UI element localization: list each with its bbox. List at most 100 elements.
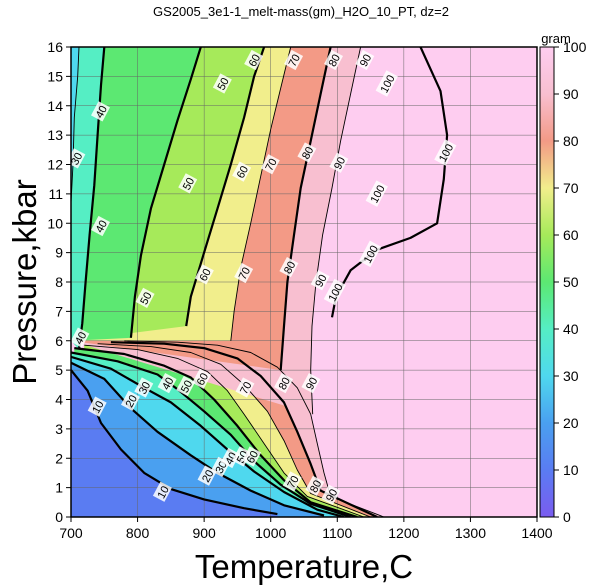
contour-lines [71,47,449,517]
colorbar-tick-label-70: 70 [563,180,579,196]
colorbar-tick-label-30: 30 [563,368,579,384]
contour-label-70-13-2: 70 [284,49,303,71]
contour-label-20-1-0: 20 [120,390,140,411]
x-tick-label-1100: 1100 [322,525,352,541]
x-tick-label-1300: 1300 [455,525,486,541]
contour-label-60-12-0: 60 [194,264,214,285]
contour-line-90-15 [310,47,362,415]
svg-text:50: 50 [181,176,197,192]
contour-line-30-2 [71,355,345,517]
colorbar-tick-label-100: 100 [563,39,587,55]
y-tick-label-3: 3 [55,421,63,437]
svg-text:60: 60 [198,267,214,283]
svg-text:70: 70 [238,380,254,396]
svg-text:60: 60 [245,449,261,465]
contour-label-70-13-1: 70 [260,154,280,175]
svg-text:80: 80 [277,376,293,392]
x-tick-label-1000: 1000 [255,525,286,541]
colorbar-tick-label-90: 90 [563,86,579,102]
svg-text:80: 80 [282,260,298,276]
contour-label-70-13-0: 70 [234,262,253,284]
colorbar-tick-label-0: 0 [563,509,571,525]
svg-text:70: 70 [287,52,303,68]
contour-line-30-10 [71,47,80,203]
svg-text:90: 90 [324,487,340,503]
svg-text:50: 50 [179,379,195,395]
contour-line-20-1 [71,361,325,517]
contour-label-40-9-2: 40 [91,215,110,237]
svg-text:60: 60 [235,164,251,180]
contour-label-10-0-1: 10 [152,481,172,502]
contour-line-50-4 [74,347,358,517]
y-tick-label-15: 15 [47,68,63,84]
svg-text:40: 40 [160,376,176,392]
y-tick-label-12: 12 [47,157,63,173]
x-tick-label-1200: 1200 [388,525,419,541]
y-tick-label-16: 16 [47,39,63,55]
contour-line-40-9 [77,47,106,350]
svg-text:70: 70 [285,474,301,490]
svg-text:20: 20 [200,468,216,484]
heatmap-fill [71,47,537,517]
contour-label-40-9-0: 40 [71,327,89,348]
contour-label-80-14-3: 80 [274,372,293,394]
svg-text:20: 20 [124,393,140,409]
colorbar-tick-label-10: 10 [563,462,579,478]
y-axis-label: Pressure,kbar [6,179,43,384]
svg-text:40: 40 [73,330,89,346]
y-tick-label-6: 6 [55,333,63,349]
colorbar-tick-label-80: 80 [563,133,579,149]
contour-label-30-2-0: 30 [134,377,153,398]
contour-label-60-5-1: 60 [242,446,261,467]
svg-text:50: 50 [215,76,231,92]
svg-text:30: 30 [137,380,153,396]
contour-label-90-15-3: 90 [301,372,320,394]
colorbar-gradient [539,46,555,518]
y-tick-label-2: 2 [55,450,63,466]
y-tick-label-7: 7 [55,303,63,319]
contour-label-50-11-1: 50 [178,173,197,194]
svg-text:80: 80 [308,478,324,494]
contour-label-60-12-2: 60 [244,49,263,71]
contour-label-70-6-0: 70 [282,471,302,492]
svg-text:10: 10 [156,484,172,500]
contour-label-80-14-1: 80 [297,142,316,163]
contour-label-40-3-0: 40 [157,372,177,394]
y-tick-label-14: 14 [47,98,63,114]
contour-line-70-6 [97,343,371,517]
contour-label-40-9-1: 40 [91,101,110,122]
contour-label-90-15-1: 90 [329,152,348,173]
contour-label-80-7-0: 80 [305,475,324,497]
svg-text:40: 40 [94,104,110,120]
contour-line-50-11 [129,47,202,338]
contour-line-70-13 [230,47,292,341]
x-tick-label-700: 700 [59,525,83,541]
svg-text:90: 90 [304,376,320,392]
svg-text:90: 90 [313,273,329,289]
contour-line-80-14 [279,47,332,371]
y-tick-label-8: 8 [55,274,63,290]
colorbar: 0 10 20 30 40 50 60 70 80 90 100 gram [539,31,587,525]
y-tick-label-1: 1 [55,480,63,496]
y-tick-label-5: 5 [55,362,63,378]
contour-label-50-4-0: 50 [176,375,195,397]
contour-label-90-8-0: 90 [321,484,340,505]
x-axis-ticks: 700 800 900 1000 1100 1200 1300 1400 [59,517,553,541]
svg-text:90: 90 [358,52,374,68]
colorbar-tick-label-20: 20 [563,415,579,431]
svg-text:80: 80 [300,145,316,161]
contour-label-60-5-0: 60 [192,368,211,389]
contour-label-10-0-0: 10 [87,396,107,417]
svg-text:80: 80 [327,52,343,68]
contour-line-10-0 [71,369,278,516]
contour-label-90-15-2: 90 [355,49,374,71]
colorbar-tick-label-60: 60 [563,227,579,243]
x-tick-label-900: 900 [192,525,216,541]
x-tick-label-1400: 1400 [521,525,552,541]
svg-text:90: 90 [332,155,348,171]
colorbar-label: gram [541,31,571,46]
x-axis-label: Temperature,C [195,548,413,585]
svg-text:60: 60 [247,52,263,68]
